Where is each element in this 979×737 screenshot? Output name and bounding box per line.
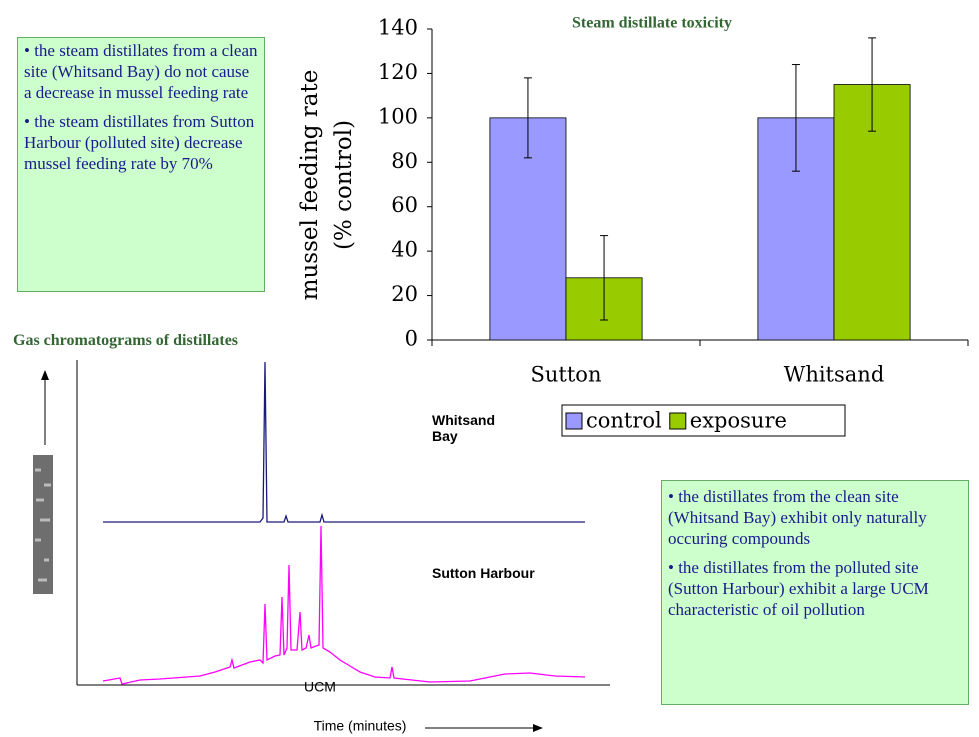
y-tick-label: 140 bbox=[378, 16, 418, 40]
paragraph: • the steam distillates from Sutton Harb… bbox=[24, 111, 258, 174]
trace-label: Sutton Harbour bbox=[432, 565, 535, 581]
y-tick-label: 0 bbox=[405, 327, 418, 351]
legend-swatch bbox=[670, 413, 686, 429]
paragraph: • the steam distillates from a clean sit… bbox=[24, 40, 258, 103]
trace-sutton bbox=[103, 526, 585, 684]
x-tick-label: Whitsand bbox=[784, 363, 885, 387]
y-tick-label: 120 bbox=[378, 60, 418, 84]
y-tick-label: 100 bbox=[378, 104, 418, 128]
x-axis-label: Time (minutes) bbox=[314, 718, 407, 734]
arrow-head bbox=[41, 370, 49, 380]
section-title: Gas chromatograms of distillates bbox=[13, 332, 238, 350]
text-box: • the distillates from the clean site (W… bbox=[661, 480, 969, 705]
trace-whitsand bbox=[103, 362, 585, 522]
trace-label: Whitsand Bay bbox=[432, 412, 512, 444]
x-tick-label: Sutton bbox=[531, 363, 602, 387]
chart-title: Steam distillate toxicity bbox=[572, 15, 732, 32]
annotation: UCM bbox=[304, 679, 336, 695]
y-tick-label: 60 bbox=[391, 193, 418, 217]
y-tick-label: 20 bbox=[391, 282, 418, 306]
legend-label: control bbox=[586, 409, 662, 433]
text-box: • the steam distillates from a clean sit… bbox=[17, 37, 265, 292]
y-axis-label: (% control) bbox=[331, 120, 357, 250]
legend-swatch bbox=[566, 413, 582, 429]
y-tick-label: 80 bbox=[391, 149, 418, 173]
y-axis-label: mussel feeding rate bbox=[297, 70, 323, 301]
paragraph: • the distillates from the clean site (W… bbox=[668, 486, 962, 549]
y-tick-label: 40 bbox=[391, 238, 418, 262]
image bbox=[33, 455, 53, 594]
arrow-head bbox=[533, 724, 543, 732]
paragraph: • the distillates from the polluted site… bbox=[668, 557, 962, 620]
legend-label: exposure bbox=[690, 409, 787, 433]
slide: Steam distillate toxicity mussel feeding… bbox=[0, 0, 979, 737]
